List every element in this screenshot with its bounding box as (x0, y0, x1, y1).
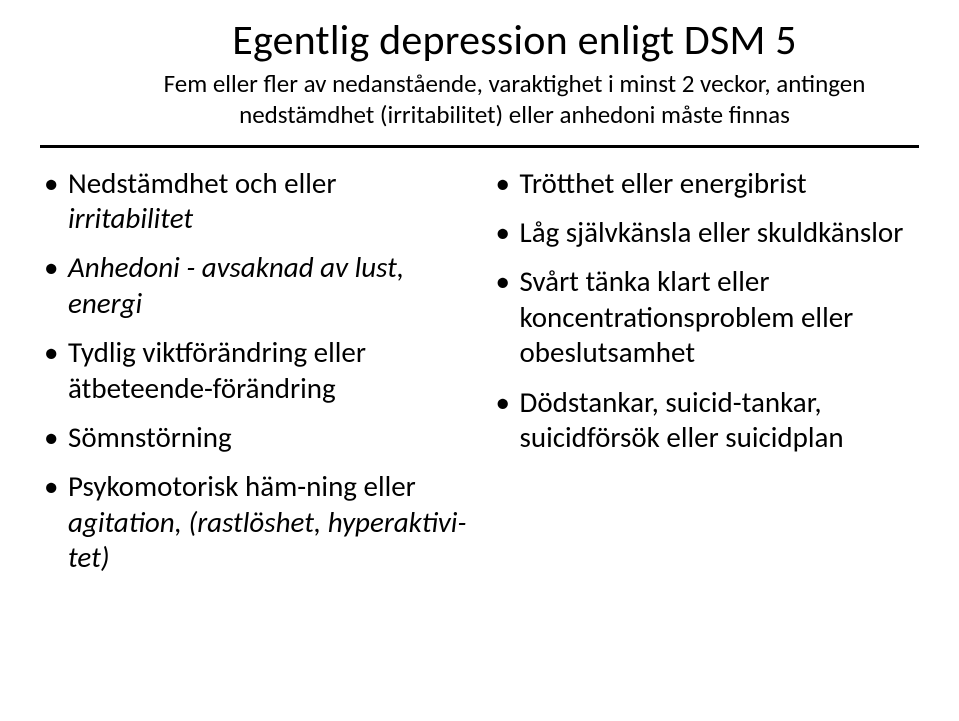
bullet-text: Trötthet eller energibrist (520, 165, 807, 201)
list-item: Trötthet eller energibrist (492, 166, 920, 201)
title-block: Egentlig depression enligt DSM 5 Fem ell… (130, 18, 899, 131)
bullet-text-italic: Anhedoni - avsaknad av lust, energi (68, 249, 404, 320)
list-item: Anhedoni - avsaknad av lust, energi (40, 250, 468, 321)
subtitle-line-2: nedstämdhet (irritabilitet) eller anhedo… (239, 99, 790, 130)
bullet-text: Svårt tänka klart eller koncentrationspr… (520, 263, 854, 370)
right-bullet-list: Trötthet eller energibrist Låg självkäns… (492, 166, 920, 456)
bullet-text-italic: irritabilitet (68, 200, 193, 236)
divider-line (40, 145, 919, 148)
slide: Egentlig depression enligt DSM 5 Fem ell… (0, 0, 959, 721)
slide-subtitle: Fem eller fler av nedanstående, varaktig… (130, 68, 899, 131)
list-item: Dödstankar, suicid-tankar, suicidförsök … (492, 385, 920, 456)
slide-title: Egentlig depression enligt DSM 5 (130, 18, 899, 64)
list-item: Nedstämdhet och eller irritabilitet (40, 166, 468, 237)
bullet-text: Tydlig viktförändring eller ätbeteende-f… (68, 334, 366, 405)
list-item: Svårt tänka klart eller koncentrationspr… (492, 264, 920, 370)
left-column: Nedstämdhet och eller irritabilitet Anhe… (40, 166, 468, 590)
subtitle-line-1: Fem eller fler av nedanstående, varaktig… (164, 68, 866, 99)
bullet-text: Psykomotorisk häm-ning eller (68, 468, 416, 504)
list-item: Sömnstörning (40, 420, 468, 455)
list-item: Låg självkänsla eller skuldkänslor (492, 215, 920, 250)
bullet-text: Nedstämdhet och eller (68, 165, 336, 201)
columns: Nedstämdhet och eller irritabilitet Anhe… (40, 166, 919, 590)
list-item: Psykomotorisk häm-ning eller agitation, … (40, 469, 468, 575)
bullet-text: Dödstankar, suicid-tankar, suicidförsök … (520, 384, 844, 455)
bullet-text: Sömnstörning (68, 419, 232, 455)
right-column: Trötthet eller energibrist Låg självkäns… (492, 166, 920, 590)
list-item: Tydlig viktförändring eller ätbeteende-f… (40, 335, 468, 406)
bullet-text-italic: agitation, (rastlöshet, hyperaktivi-tet) (68, 504, 466, 575)
bullet-text: Låg självkänsla eller skuldkänslor (520, 214, 904, 250)
left-bullet-list: Nedstämdhet och eller irritabilitet Anhe… (40, 166, 468, 576)
